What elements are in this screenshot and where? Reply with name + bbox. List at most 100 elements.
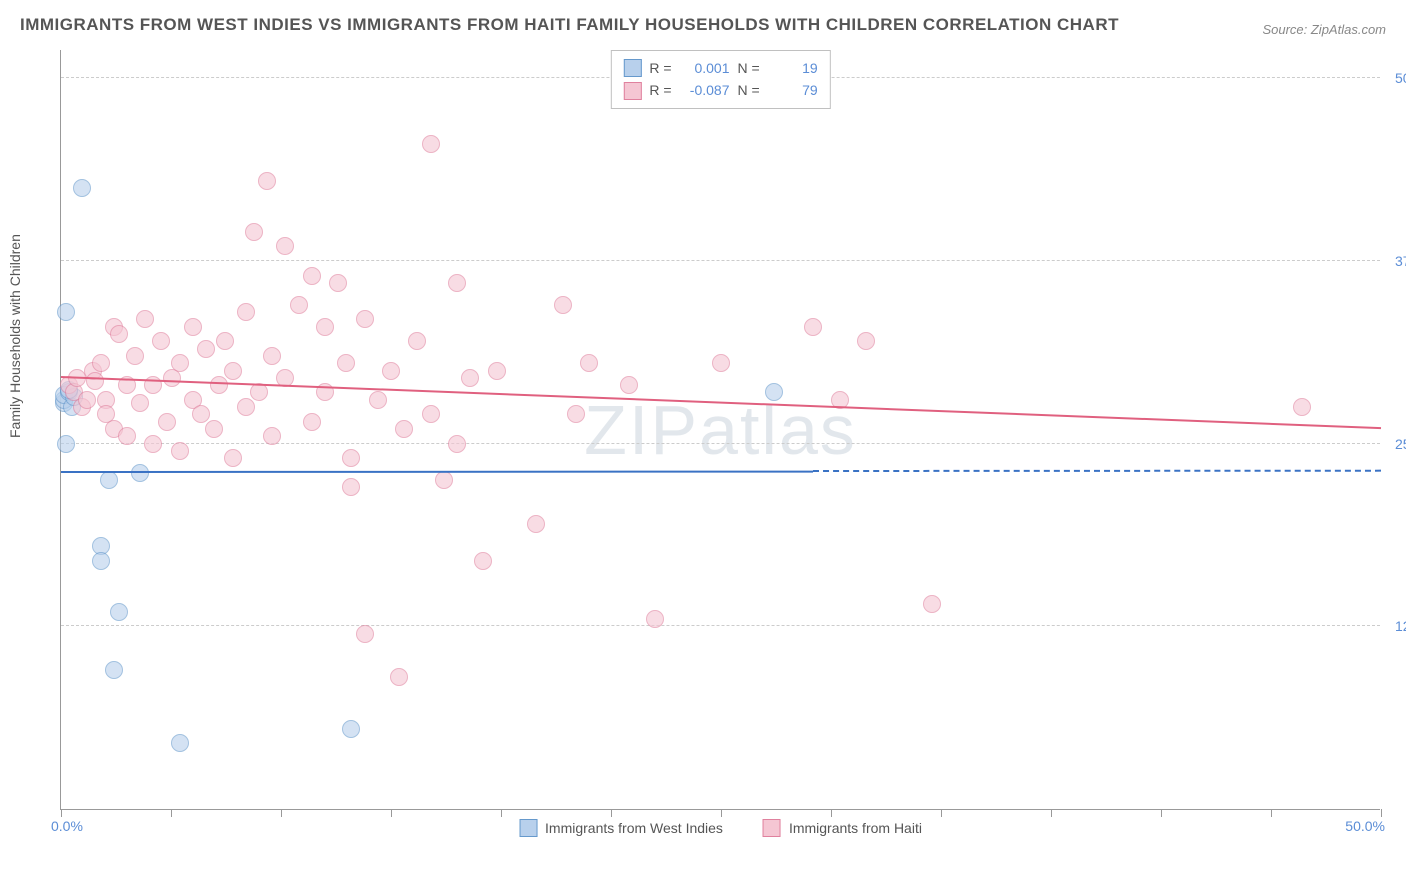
scatter-point <box>152 332 170 350</box>
scatter-point <box>126 347 144 365</box>
legend-row-series-1: R = -0.087 N = 79 <box>623 79 817 101</box>
x-tick <box>61 809 62 817</box>
scatter-point <box>263 427 281 445</box>
scatter-point <box>184 318 202 336</box>
scatter-point <box>369 391 387 409</box>
x-tick <box>1051 809 1052 817</box>
scatter-point <box>435 471 453 489</box>
scatter-point <box>395 420 413 438</box>
r-value-1: -0.087 <box>680 79 730 101</box>
scatter-point <box>192 405 210 423</box>
n-label: N = <box>738 79 760 101</box>
x-tick <box>831 809 832 817</box>
scatter-point <box>342 478 360 496</box>
x-tick <box>941 809 942 817</box>
scatter-point <box>488 362 506 380</box>
scatter-point <box>210 376 228 394</box>
scatter-point <box>276 237 294 255</box>
scatter-point <box>92 552 110 570</box>
x-tick <box>721 809 722 817</box>
scatter-point <box>92 354 110 372</box>
scatter-point <box>422 135 440 153</box>
scatter-point <box>171 442 189 460</box>
scatter-point <box>342 449 360 467</box>
x-tick <box>171 809 172 817</box>
n-label: N = <box>738 57 760 79</box>
chart-plot-area: ZIPatlas R = 0.001 N = 19 R = -0.087 N =… <box>60 50 1380 810</box>
series-name-1: Immigrants from Haiti <box>789 820 922 836</box>
r-value-0: 0.001 <box>680 57 730 79</box>
scatter-point <box>57 303 75 321</box>
scatter-point <box>408 332 426 350</box>
scatter-point <box>356 310 374 328</box>
x-tick <box>1271 809 1272 817</box>
scatter-point <box>337 354 355 372</box>
scatter-point <box>567 405 585 423</box>
x-tick <box>611 809 612 817</box>
scatter-point <box>620 376 638 394</box>
scatter-point <box>158 413 176 431</box>
scatter-point <box>527 515 545 533</box>
scatter-point <box>131 394 149 412</box>
gridline <box>61 443 1380 444</box>
scatter-point <box>224 449 242 467</box>
gridline <box>61 625 1380 626</box>
scatter-point <box>712 354 730 372</box>
bottom-legend-item-0: Immigrants from West Indies <box>519 819 723 837</box>
scatter-point <box>237 398 255 416</box>
scatter-point <box>342 720 360 738</box>
source-attribution: Source: ZipAtlas.com <box>1262 22 1386 37</box>
scatter-point <box>474 552 492 570</box>
scatter-point <box>303 267 321 285</box>
scatter-point <box>461 369 479 387</box>
x-max-label: 50.0% <box>1345 818 1385 834</box>
x-tick <box>501 809 502 817</box>
bottom-legend: Immigrants from West Indies Immigrants f… <box>519 819 922 837</box>
legend-swatch-1 <box>623 82 641 100</box>
legend-row-series-0: R = 0.001 N = 19 <box>623 57 817 79</box>
scatter-point <box>448 274 466 292</box>
scatter-point <box>329 274 347 292</box>
scatter-point <box>857 332 875 350</box>
x-tick <box>281 809 282 817</box>
scatter-point <box>303 413 321 431</box>
scatter-point <box>136 310 154 328</box>
n-value-0: 19 <box>768 57 818 79</box>
trend-line <box>61 376 1381 429</box>
scatter-point <box>382 362 400 380</box>
scatter-point <box>86 372 104 390</box>
correlation-legend: R = 0.001 N = 19 R = -0.087 N = 79 <box>610 50 830 109</box>
n-value-1: 79 <box>768 79 818 101</box>
scatter-point <box>1293 398 1311 416</box>
scatter-point <box>258 172 276 190</box>
scatter-point <box>316 318 334 336</box>
scatter-point <box>237 303 255 321</box>
y-axis-label: Family Households with Children <box>7 234 23 438</box>
y-tick-label: 25.0% <box>1385 436 1406 452</box>
legend-swatch-0 <box>623 59 641 77</box>
scatter-point <box>118 427 136 445</box>
x-tick <box>1381 809 1382 817</box>
scatter-point <box>73 179 91 197</box>
y-tick-label: 50.0% <box>1385 70 1406 86</box>
scatter-point <box>224 362 242 380</box>
scatter-point <box>765 383 783 401</box>
bottom-swatch-0 <box>519 819 537 837</box>
scatter-point <box>250 383 268 401</box>
trend-line <box>61 470 813 472</box>
scatter-point <box>263 347 281 365</box>
scatter-point <box>923 595 941 613</box>
gridline <box>61 260 1380 261</box>
scatter-point <box>554 296 572 314</box>
scatter-point <box>646 610 664 628</box>
bottom-legend-item-1: Immigrants from Haiti <box>763 819 922 837</box>
x-tick <box>1161 809 1162 817</box>
scatter-point <box>171 734 189 752</box>
series-name-0: Immigrants from West Indies <box>545 820 723 836</box>
scatter-point <box>804 318 822 336</box>
scatter-point <box>580 354 598 372</box>
r-label: R = <box>649 79 671 101</box>
y-tick-label: 37.5% <box>1385 253 1406 269</box>
scatter-point <box>245 223 263 241</box>
scatter-point <box>197 340 215 358</box>
